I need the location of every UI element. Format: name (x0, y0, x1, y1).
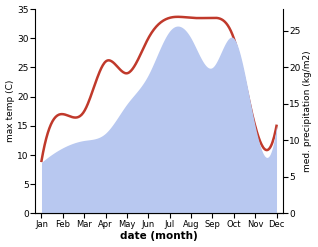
X-axis label: date (month): date (month) (120, 231, 198, 242)
Y-axis label: med. precipitation (kg/m2): med. precipitation (kg/m2) (303, 50, 313, 172)
Y-axis label: max temp (C): max temp (C) (5, 80, 15, 143)
